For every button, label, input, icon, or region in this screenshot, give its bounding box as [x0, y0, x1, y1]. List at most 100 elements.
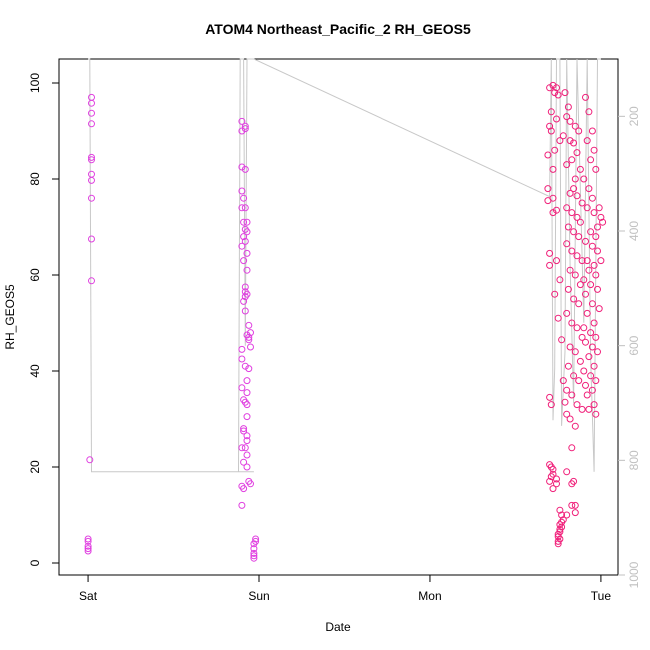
data-point — [247, 480, 254, 488]
data-point — [84, 542, 92, 550]
data-point — [592, 233, 600, 241]
data-point — [588, 194, 596, 202]
data-point — [238, 242, 246, 250]
data-point — [599, 218, 607, 226]
data-point — [571, 175, 579, 183]
data-point — [568, 391, 576, 399]
data-point — [583, 137, 591, 145]
chart-title: ATOM4 Northeast_Pacific_2 RH_GEOS5 — [205, 21, 471, 37]
data-point — [241, 125, 249, 133]
data-point — [245, 321, 253, 329]
y-right-tick-label: 600 — [627, 335, 641, 355]
data-point — [561, 89, 569, 97]
data-point — [88, 194, 95, 202]
y-right-tick-label: 1000 — [627, 561, 641, 588]
data-point — [559, 132, 567, 140]
y-tick-label: 20 — [28, 460, 42, 474]
data-point — [580, 367, 588, 375]
data-point — [566, 117, 574, 125]
data-point — [564, 223, 572, 231]
altitude-line — [88, 58, 601, 473]
data-point — [570, 185, 578, 193]
data-point — [576, 165, 584, 173]
data-point — [582, 290, 589, 298]
data-point — [566, 189, 574, 197]
data-point — [580, 175, 588, 183]
data-point — [556, 137, 564, 145]
data-point — [243, 413, 251, 421]
data-point — [578, 257, 586, 265]
data-point — [590, 319, 598, 327]
data-point — [571, 422, 579, 430]
data-point — [578, 405, 586, 413]
data-point — [549, 209, 557, 217]
data-point — [564, 103, 572, 111]
data-point — [582, 338, 589, 346]
y-axis: 0 20 40 60 80 100 — [28, 73, 59, 566]
y-tick-label: 0 — [28, 559, 42, 566]
data-point — [553, 475, 560, 483]
data-point — [243, 463, 251, 471]
data-point — [238, 117, 246, 125]
x-axis-label: Date — [325, 620, 351, 634]
data-point — [243, 432, 251, 440]
data-point — [238, 345, 246, 353]
data-point — [241, 122, 249, 130]
points-layer — [84, 81, 607, 562]
data-point — [594, 223, 601, 231]
data-point — [247, 329, 254, 337]
data-point — [554, 530, 562, 538]
data-point — [585, 353, 593, 361]
data-point — [573, 192, 581, 200]
data-point — [592, 333, 600, 341]
data-point — [86, 456, 94, 464]
data-point — [597, 257, 605, 265]
data-point — [561, 398, 569, 406]
data-point — [238, 501, 246, 509]
data-point — [243, 218, 251, 226]
data-point — [576, 281, 584, 289]
data-point — [573, 324, 581, 332]
data-point — [553, 206, 560, 214]
data-point — [238, 204, 246, 212]
data-point — [547, 127, 555, 135]
data-point — [568, 319, 576, 327]
data-point — [88, 277, 95, 285]
data-point — [590, 209, 598, 217]
data-point — [240, 218, 248, 226]
data-point — [240, 458, 248, 466]
data-point — [549, 81, 557, 89]
data-point — [240, 233, 248, 241]
data-point — [240, 427, 248, 435]
data-point — [84, 547, 92, 555]
data-point — [563, 309, 571, 317]
data-point — [241, 444, 249, 452]
data-point — [241, 204, 249, 212]
data-point — [590, 401, 598, 409]
data-point — [563, 410, 571, 418]
data-point — [88, 153, 95, 161]
data-point — [592, 271, 600, 279]
data-point — [564, 285, 572, 293]
data-point — [588, 127, 596, 135]
data-point — [588, 300, 596, 308]
data-point — [571, 271, 579, 279]
data-point — [546, 393, 554, 401]
data-point — [575, 377, 583, 385]
data-point — [568, 209, 576, 217]
data-point — [551, 290, 559, 298]
data-point — [553, 480, 560, 488]
data-point — [571, 122, 579, 130]
data-point — [592, 377, 600, 385]
data-point — [554, 537, 562, 545]
data-point — [588, 386, 596, 394]
data-point — [554, 314, 562, 322]
data-point — [240, 425, 248, 433]
data-point — [238, 355, 246, 363]
data-point — [570, 295, 578, 303]
data-point — [241, 237, 249, 245]
data-point — [576, 218, 584, 226]
data-point — [243, 228, 251, 236]
data-point — [551, 146, 559, 154]
data-point — [568, 156, 576, 164]
